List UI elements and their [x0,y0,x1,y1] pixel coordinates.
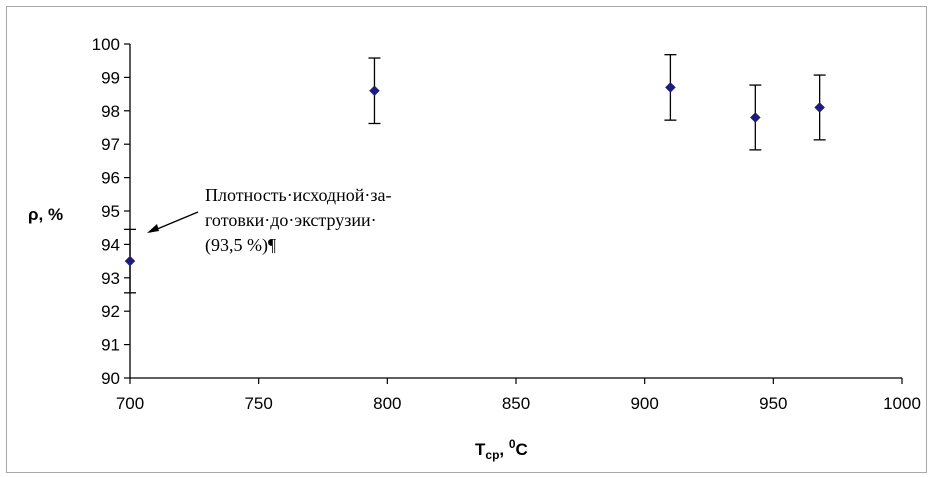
x-tick-label: 850 [502,394,530,413]
data-point-marker [665,82,676,93]
y-tick-label: 93 [101,269,120,288]
y-tick-label: 94 [101,235,120,254]
y-tick-label: 97 [101,135,120,154]
annotation: Плотность·исходной·за- готовки·до·экстру… [147,185,391,256]
x-tick-label: 1000 [883,394,921,413]
y-tick-label: 90 [101,369,120,388]
data-points [124,54,826,294]
y-tick-label: 98 [101,102,120,121]
y-tick-label: 92 [101,302,120,321]
annotation-arrowhead [147,224,159,233]
x-axis-title-main: T [475,440,486,459]
data-point-marker [124,255,136,267]
annotation-line-3: (93,5 %)¶ [205,235,276,256]
x-axis-title-sep: , [499,440,508,459]
y-tick-label: 100 [92,35,120,54]
annotation-line-1: Плотность·исходной·за- [205,185,391,205]
x-tick-label: 700 [116,394,144,413]
data-point-marker [369,85,380,97]
y-tick-label: 91 [101,336,120,355]
x-axis-title-sub: ср [485,448,499,462]
x-ticks: 700 750 800 850 900 950 1000 [116,378,921,413]
data-point-marker [749,112,761,123]
y-ticks: 90 91 92 93 94 95 96 97 98 99 100 [92,35,130,388]
x-tick-label: 950 [759,394,787,413]
y-tick-label: 99 [101,68,120,87]
x-tick-label: 750 [244,394,272,413]
annotation-line-2: готовки·до·экструзии· [205,210,377,230]
x-tick-label: 800 [373,394,401,413]
x-axis-title-unit: C [516,440,528,459]
x-axis-title-sup: 0 [509,437,516,451]
y-tick-label: 96 [101,169,120,188]
data-point-marker [814,102,826,113]
x-axis-title: Tср, 0C [475,437,528,462]
chart-border [6,6,927,473]
y-tick-label: 95 [101,202,120,221]
y-axis-title: ρ, % [28,205,63,224]
x-tick-label: 900 [630,394,658,413]
